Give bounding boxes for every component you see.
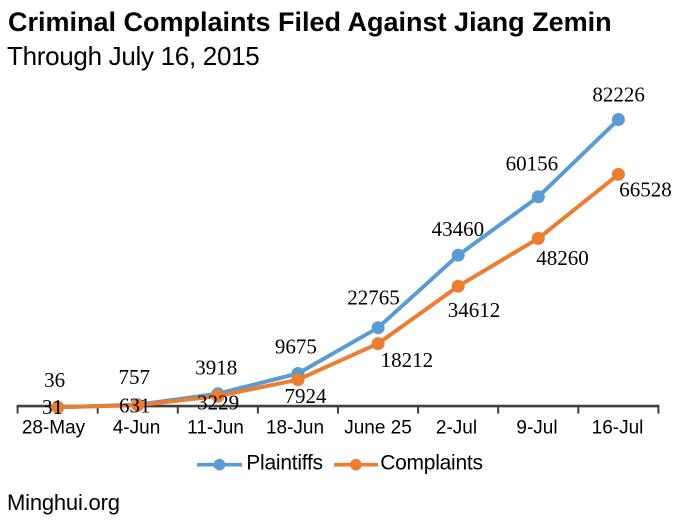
- svg-text:22765: 22765: [347, 285, 400, 309]
- svg-text:3229: 3229: [197, 391, 239, 415]
- svg-text:16-Jul: 16-Jul: [592, 418, 644, 439]
- svg-text:Plaintiffs: Plaintiffs: [246, 452, 322, 475]
- svg-text:7924: 7924: [285, 384, 328, 408]
- svg-text:11-Jun: 11-Jun: [187, 418, 244, 439]
- svg-text:60156: 60156: [506, 151, 559, 175]
- svg-text:34612: 34612: [448, 298, 501, 322]
- svg-text:3918: 3918: [195, 356, 237, 380]
- svg-text:9675: 9675: [275, 335, 317, 359]
- svg-text:757: 757: [119, 365, 151, 389]
- svg-text:Complaints: Complaints: [380, 452, 483, 475]
- svg-text:36: 36: [44, 368, 65, 392]
- svg-text:2-Jul: 2-Jul: [436, 418, 477, 439]
- svg-text:18212: 18212: [381, 348, 434, 372]
- svg-text:82226: 82226: [592, 83, 645, 107]
- svg-text:43460: 43460: [432, 217, 485, 241]
- svg-text:48260: 48260: [536, 246, 589, 270]
- svg-text:31: 31: [42, 395, 63, 419]
- svg-text:June 25: June 25: [344, 418, 412, 439]
- svg-text:9-Jul: 9-Jul: [516, 418, 557, 439]
- svg-text:18-Jun: 18-Jun: [266, 418, 324, 439]
- svg-text:631: 631: [119, 393, 151, 417]
- svg-text:28-May: 28-May: [22, 418, 86, 439]
- svg-text:4-Jun: 4-Jun: [113, 418, 161, 439]
- svg-text:66528: 66528: [619, 177, 672, 201]
